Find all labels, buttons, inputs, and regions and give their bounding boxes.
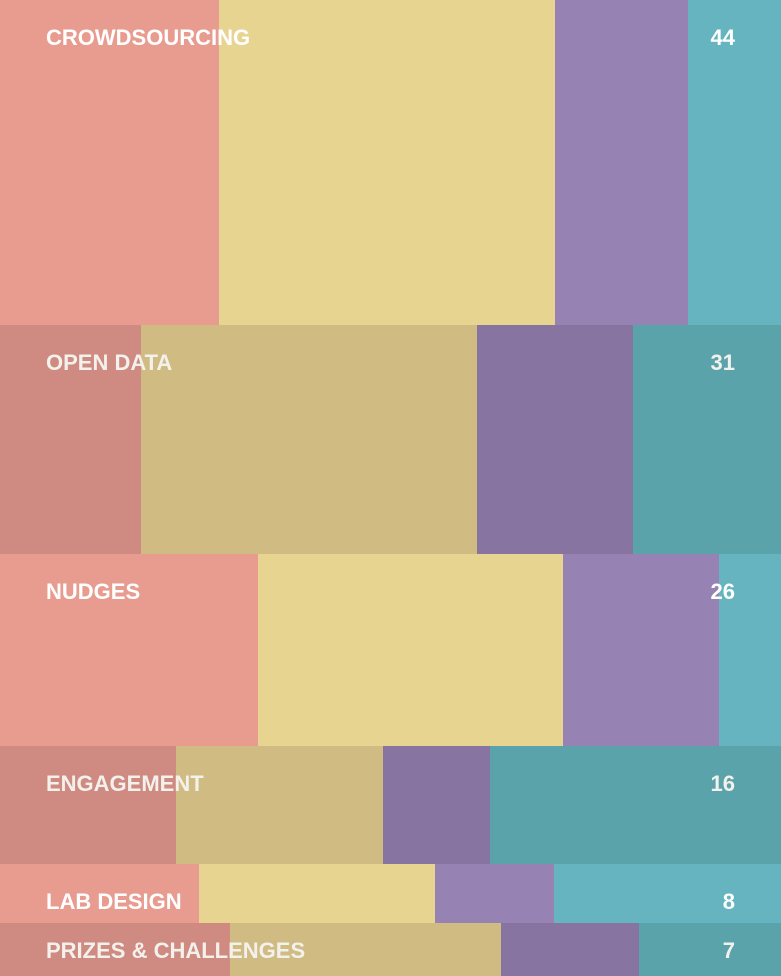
category-total: 26 [710, 579, 735, 604]
segment [501, 923, 639, 976]
band-nudges: NUDGES 26 [0, 554, 781, 746]
segment [688, 0, 781, 325]
segment [639, 923, 781, 976]
category-total: 16 [710, 771, 735, 796]
band-open-data: OPEN DATA 31 [0, 325, 781, 554]
segment [554, 864, 781, 923]
segment [490, 746, 781, 864]
segment [0, 325, 141, 554]
category-label: OPEN DATA [46, 350, 173, 375]
category-total: 44 [710, 25, 735, 50]
band-prizes-challenges: PRIZES & CHALLENGES 7 [0, 923, 781, 976]
segment [230, 923, 501, 976]
segment [176, 746, 383, 864]
segment [0, 554, 258, 746]
segment [0, 923, 230, 976]
segment [477, 325, 633, 554]
segment [555, 0, 688, 325]
category-label: CROWDSOURCING [46, 25, 251, 50]
segment [383, 746, 490, 864]
segment [435, 864, 554, 923]
category-label: LAB DESIGN [46, 889, 182, 914]
band-lab-design: LAB DESIGN 8 [0, 864, 781, 923]
category-label: PRIZES & CHALLENGES [46, 938, 306, 963]
category-label: ENGAGEMENT [46, 771, 204, 796]
category-label: NUDGES [46, 579, 141, 604]
segment [0, 864, 199, 923]
band-crowdsourcing: CROWDSOURCING 44 [0, 0, 781, 325]
category-total: 8 [722, 889, 735, 914]
segment [141, 325, 477, 554]
segment [0, 0, 219, 325]
category-total: 7 [722, 938, 735, 963]
segment [219, 0, 555, 325]
segment [0, 746, 176, 864]
segment [258, 554, 563, 746]
segment [633, 325, 781, 554]
segment [563, 554, 719, 746]
band-engagement: ENGAGEMENT 16 [0, 746, 781, 864]
segment [719, 554, 781, 746]
category-total: 31 [710, 350, 735, 375]
segment [199, 864, 435, 923]
